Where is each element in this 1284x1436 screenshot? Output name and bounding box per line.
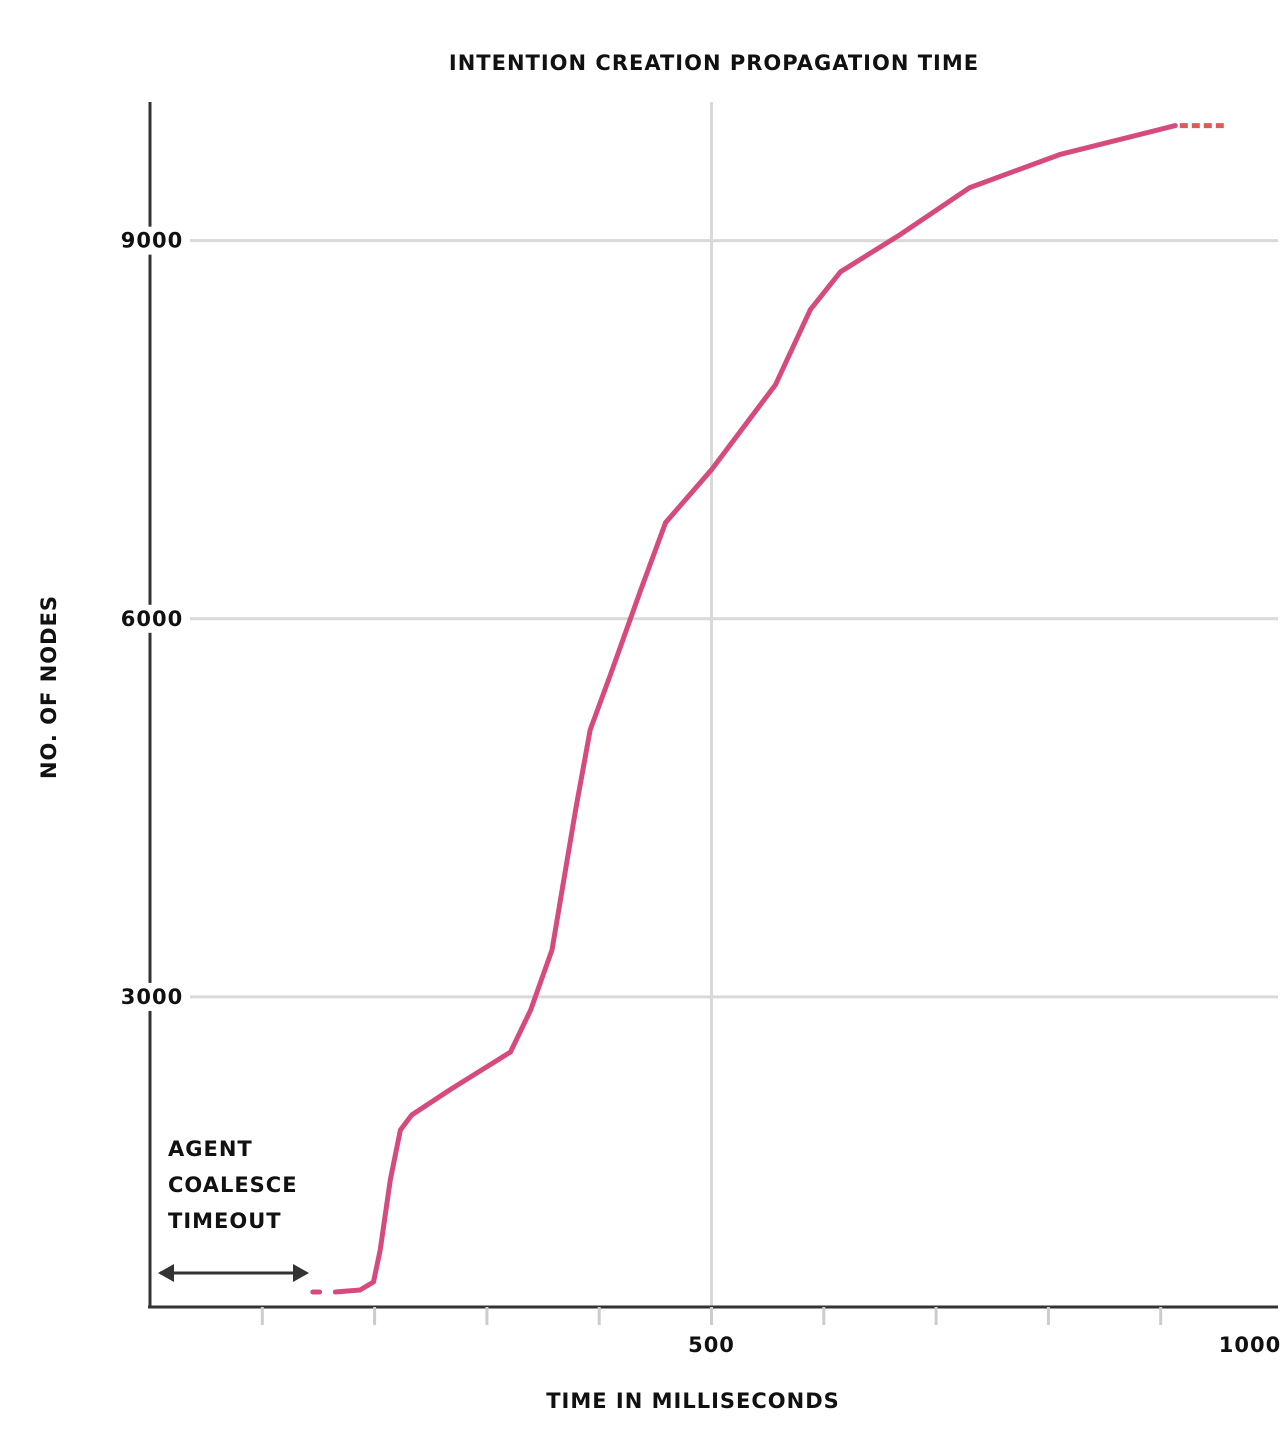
grid bbox=[150, 102, 1278, 1307]
x-axis-label: TIME IN MILLISECONDS bbox=[546, 1389, 840, 1413]
annotation: TIMEOUT bbox=[168, 1209, 282, 1233]
annotation: COALESCE bbox=[168, 1173, 298, 1197]
arrow-head bbox=[293, 1264, 309, 1282]
x-tick-label: 500 bbox=[688, 1333, 735, 1357]
x-tick-label: 1000 bbox=[1219, 1333, 1281, 1357]
label-background bbox=[110, 982, 190, 1011]
y-tick-label: 3000 bbox=[121, 985, 183, 1009]
y-axis-label: NO. OF NODES bbox=[37, 595, 61, 779]
data-line bbox=[310, 123, 1178, 1295]
label-background bbox=[110, 604, 190, 633]
y-tick-label: 6000 bbox=[121, 607, 183, 631]
annotation: AGENT bbox=[168, 1137, 253, 1161]
y-tick-label: 9000 bbox=[121, 229, 183, 253]
arrow-head bbox=[158, 1264, 174, 1282]
label-background bbox=[110, 226, 190, 255]
chart-title: INTENTION CREATION PROPAGATION TIME bbox=[449, 51, 979, 75]
